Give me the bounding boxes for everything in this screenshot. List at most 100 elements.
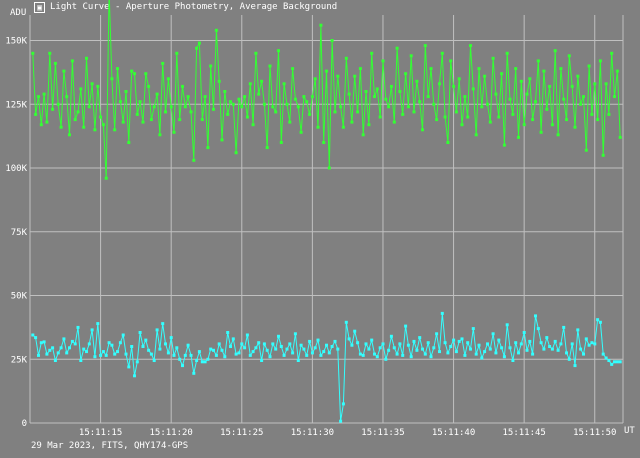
x-tick-label: 15:11:20 — [150, 428, 193, 438]
data-point — [91, 328, 94, 331]
data-point — [161, 62, 164, 65]
data-point — [74, 118, 77, 121]
data-point — [269, 355, 272, 358]
data-point — [463, 95, 466, 98]
data-point — [494, 351, 497, 354]
data-point — [348, 93, 351, 96]
data-point — [291, 351, 294, 354]
data-point — [57, 103, 60, 106]
data-point — [605, 82, 608, 85]
data-point — [195, 47, 198, 50]
data-point — [147, 349, 150, 352]
data-point — [48, 52, 51, 55]
data-point — [545, 108, 548, 111]
data-point — [585, 149, 588, 152]
data-point — [82, 126, 85, 129]
data-point — [534, 100, 537, 103]
data-point — [334, 110, 337, 113]
data-point — [297, 359, 300, 362]
data-point — [45, 121, 48, 124]
data-point — [93, 355, 96, 358]
data-point — [238, 98, 241, 101]
data-point — [65, 95, 68, 98]
data-point — [88, 342, 91, 345]
data-point — [257, 341, 260, 344]
data-point — [446, 141, 449, 144]
data-point — [178, 358, 181, 361]
data-point — [297, 105, 300, 108]
data-point — [60, 346, 63, 349]
data-point — [283, 354, 286, 357]
data-point — [593, 342, 596, 345]
data-point — [206, 358, 209, 361]
data-point — [373, 353, 376, 356]
data-point — [319, 354, 322, 357]
series-line — [33, 313, 620, 421]
data-point — [492, 57, 495, 60]
data-point — [308, 340, 311, 343]
data-point — [562, 98, 565, 101]
data-point — [147, 85, 150, 88]
data-point — [588, 344, 591, 347]
data-point — [350, 344, 353, 347]
data-point — [576, 75, 579, 78]
data-point — [209, 65, 212, 68]
data-point — [548, 345, 551, 348]
data-point — [475, 133, 478, 136]
data-point — [139, 331, 142, 334]
data-point — [54, 359, 57, 362]
data-point — [348, 337, 351, 340]
data-point — [51, 108, 54, 111]
data-point — [271, 105, 274, 108]
data-point — [438, 350, 441, 353]
data-point — [393, 346, 396, 349]
data-point — [528, 340, 531, 343]
data-point — [311, 351, 314, 354]
data-point — [119, 341, 122, 344]
data-point — [102, 123, 105, 126]
x-tick-label: 15:11:35 — [361, 428, 404, 438]
data-point — [430, 67, 433, 70]
data-point — [153, 105, 156, 108]
data-point — [221, 138, 224, 141]
data-point — [108, 341, 111, 344]
data-point — [77, 326, 80, 329]
data-point — [497, 116, 500, 119]
data-point — [455, 350, 458, 353]
data-point — [370, 52, 373, 55]
data-point — [407, 105, 410, 108]
data-point — [130, 70, 133, 73]
data-point — [523, 331, 526, 334]
data-point — [212, 108, 215, 111]
data-point — [110, 344, 113, 347]
data-point — [432, 346, 435, 349]
data-point — [387, 349, 390, 352]
data-point — [99, 116, 102, 119]
data-point — [345, 321, 348, 324]
data-point — [574, 364, 577, 367]
data-point — [243, 346, 246, 349]
data-point — [503, 355, 506, 358]
data-point — [252, 123, 255, 126]
data-point — [506, 52, 509, 55]
data-point — [407, 344, 410, 347]
data-point — [116, 350, 119, 353]
data-point — [331, 39, 334, 42]
data-point — [427, 95, 430, 98]
data-point — [356, 110, 359, 113]
data-point — [514, 341, 517, 344]
data-point — [229, 100, 232, 103]
data-point — [122, 121, 125, 124]
data-point — [607, 359, 610, 362]
data-point — [201, 118, 204, 121]
data-point — [469, 348, 472, 351]
x-tick-label: 15:11:45 — [502, 428, 545, 438]
data-point — [280, 141, 283, 144]
data-point — [215, 29, 218, 32]
data-point — [93, 128, 96, 131]
data-point — [458, 77, 461, 80]
data-point — [127, 365, 130, 368]
data-point — [110, 77, 113, 80]
data-point — [362, 354, 365, 357]
data-point — [99, 354, 102, 357]
